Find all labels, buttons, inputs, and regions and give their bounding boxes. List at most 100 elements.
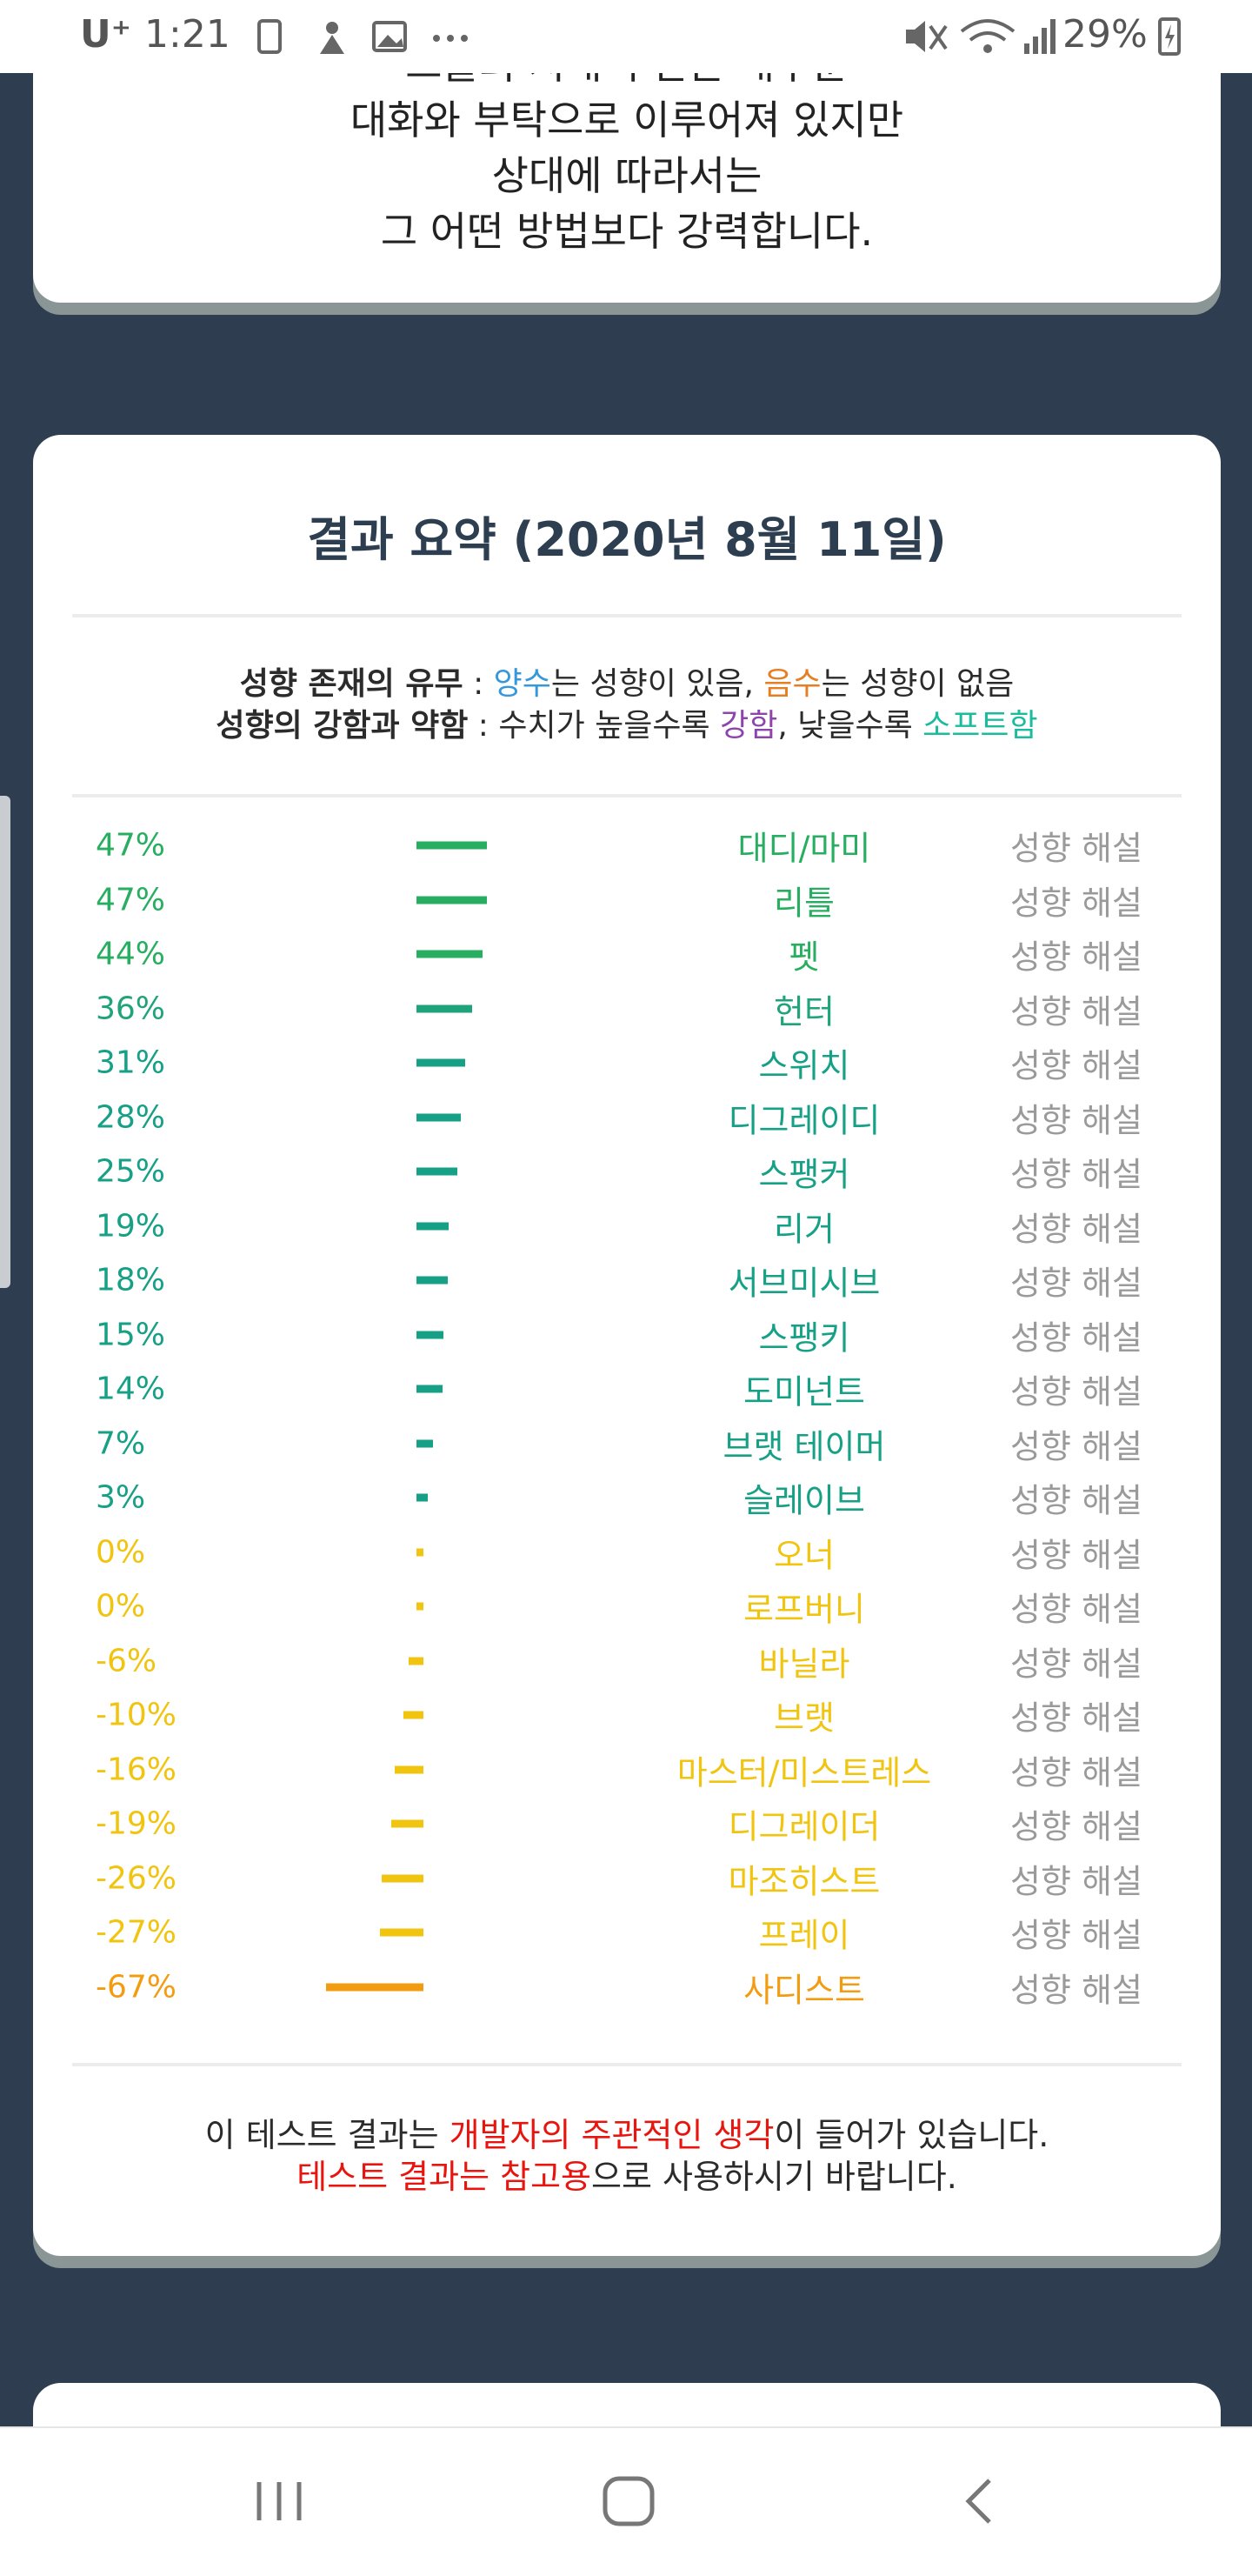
signal-icons bbox=[906, 19, 1056, 54]
bar bbox=[416, 1439, 433, 1447]
percent-label: -19% bbox=[96, 1805, 177, 1842]
explanation-link[interactable]: 성향 해설 bbox=[1010, 829, 1142, 868]
divider bbox=[72, 614, 1182, 617]
explanation-link[interactable]: 성향 해설 bbox=[1010, 1481, 1142, 1520]
nav-icons bbox=[256, 2476, 991, 2526]
intro-line: 대화와 부탁으로 이루어져 있지만 bbox=[350, 97, 904, 143]
trait-name: 도미넌트 bbox=[743, 1372, 865, 1411]
status-bar: U⁺ 1:21 29% bbox=[0, 0, 1252, 73]
percent-label: 25% bbox=[96, 1153, 166, 1190]
explanation-link[interactable]: 성향 해설 bbox=[1010, 1046, 1142, 1085]
time: 1:21 bbox=[144, 12, 230, 57]
explanation-link[interactable]: 성향 해설 bbox=[1010, 1101, 1142, 1139]
percent-label: -67% bbox=[96, 1969, 177, 2005]
bar bbox=[416, 1385, 443, 1393]
bar bbox=[416, 896, 487, 904]
text-segment: 이 들어가 있습니다. bbox=[774, 2116, 1049, 2154]
trait-name: 펫 bbox=[789, 938, 820, 977]
explanation-link[interactable]: 성향 해설 bbox=[1010, 1698, 1142, 1738]
percent-label: -27% bbox=[96, 1914, 177, 1951]
trait-name: 로프버니 bbox=[743, 1590, 865, 1629]
explanation-link[interactable]: 성향 해설 bbox=[1010, 1427, 1142, 1465]
bar bbox=[403, 1711, 423, 1719]
trait-name: 프레이 bbox=[758, 1916, 850, 1955]
percent-label: 31% bbox=[96, 1044, 166, 1081]
carrier: U⁺ bbox=[80, 12, 131, 57]
divider bbox=[72, 794, 1182, 797]
percent-label: 3% bbox=[96, 1479, 146, 1516]
trait-name: 스팽키 bbox=[758, 1318, 850, 1357]
percent-label: -26% bbox=[96, 1860, 177, 1896]
trait-name: 마스터/미스트레스 bbox=[676, 1753, 932, 1792]
trait-name: 슬레이브 bbox=[743, 1481, 865, 1520]
trait-name: 스위치 bbox=[758, 1046, 850, 1085]
explanation-link[interactable]: 성향 해설 bbox=[1010, 992, 1142, 1031]
percent-label: 14% bbox=[96, 1371, 166, 1407]
bar bbox=[416, 1331, 444, 1338]
percent-label: -10% bbox=[96, 1697, 177, 1733]
explanation-link[interactable]: 성향 해설 bbox=[1010, 1753, 1142, 1792]
bar bbox=[416, 1113, 462, 1121]
explanation-link[interactable]: 성향 해설 bbox=[1010, 1862, 1142, 1900]
bar bbox=[416, 1058, 466, 1067]
bar bbox=[416, 950, 483, 958]
trait-name: 대디/마미 bbox=[737, 829, 871, 868]
bar bbox=[380, 1928, 423, 1937]
explanation-link[interactable]: 성향 해설 bbox=[1010, 938, 1142, 977]
text-segment: 양수 bbox=[493, 666, 551, 702]
trait-name: 오너 bbox=[774, 1536, 835, 1574]
battery-icon bbox=[1158, 17, 1181, 56]
explanation-link[interactable]: 성향 해설 bbox=[1010, 1318, 1142, 1357]
text-segment: 이 테스트 결과는 bbox=[204, 2116, 450, 2154]
percent-label: 18% bbox=[96, 1262, 166, 1298]
bar bbox=[416, 841, 487, 850]
percent-label: 19% bbox=[96, 1208, 166, 1244]
trait-name: 브랫 bbox=[774, 1698, 835, 1738]
percent-label: 15% bbox=[96, 1317, 166, 1352]
bar bbox=[416, 1276, 448, 1285]
trait-name: 스팽커 bbox=[758, 1155, 850, 1194]
text-segment: 소프트함 bbox=[922, 708, 1038, 744]
explanation-link[interactable]: 성향 해설 bbox=[1010, 1210, 1142, 1248]
intro-line: 상대에 따라서는 bbox=[491, 152, 763, 199]
explanation-link[interactable]: 성향 해설 bbox=[1010, 1916, 1142, 1955]
footer-line: 테스트 결과는 참고용으로 사용하시기 바랍니다. bbox=[33, 2150, 1221, 2198]
trait-name: 서브미시브 bbox=[728, 1264, 881, 1303]
explanation-link[interactable]: 성향 해설 bbox=[1010, 1372, 1142, 1411]
text-segment: 성향의 강함과 약함 bbox=[216, 708, 469, 744]
percent-label: -16% bbox=[96, 1752, 177, 1787]
bar bbox=[416, 1548, 423, 1556]
trait-name: 브랫 테이머 bbox=[723, 1427, 886, 1465]
text-segment: 음수 bbox=[763, 666, 822, 702]
bar bbox=[416, 1004, 472, 1012]
text-segment: : 수치가 높을수록 bbox=[468, 708, 721, 744]
bar bbox=[395, 1765, 423, 1773]
percent-label: 0% bbox=[96, 1534, 146, 1570]
text-segment: , 낮을수록 bbox=[777, 708, 923, 744]
bar bbox=[416, 1167, 457, 1176]
trait-name: 디그레이디 bbox=[728, 1101, 881, 1139]
explanation-link[interactable]: 성향 해설 bbox=[1010, 1971, 1142, 2009]
explanation-link[interactable]: 성향 해설 bbox=[1010, 884, 1142, 922]
explanation-link[interactable]: 성향 해설 bbox=[1010, 1536, 1142, 1574]
percent-label: 0% bbox=[96, 1588, 146, 1625]
text-segment: : bbox=[463, 666, 494, 702]
explanation-link[interactable]: 성향 해설 bbox=[1010, 1807, 1142, 1846]
text-segment: 으로 사용하시기 바랍니다. bbox=[591, 2158, 957, 2196]
trait-name: 디그레이더 bbox=[728, 1807, 881, 1846]
percent-label: 44% bbox=[96, 936, 166, 972]
text-segment: 테스트 결과는 참고용 bbox=[296, 2158, 591, 2196]
explanation-link[interactable]: 성향 해설 bbox=[1010, 1155, 1142, 1194]
trait-name: 헌터 bbox=[774, 992, 835, 1031]
bar bbox=[390, 1819, 423, 1828]
text-segment: 개발자의 주관적인 생각 bbox=[449, 2116, 775, 2154]
bar bbox=[408, 1657, 423, 1665]
explanation-link[interactable]: 성향 해설 bbox=[1010, 1645, 1142, 1683]
text-segment: 강함 bbox=[720, 708, 778, 744]
explanation-link[interactable]: 성향 해설 bbox=[1010, 1590, 1142, 1629]
bar bbox=[326, 1983, 423, 1991]
explanation-link[interactable]: 성향 해설 bbox=[1010, 1264, 1142, 1303]
navigation-bar bbox=[0, 2426, 1252, 2576]
intro-line: 그 어떤 방법보다 강력합니다. bbox=[380, 208, 874, 255]
